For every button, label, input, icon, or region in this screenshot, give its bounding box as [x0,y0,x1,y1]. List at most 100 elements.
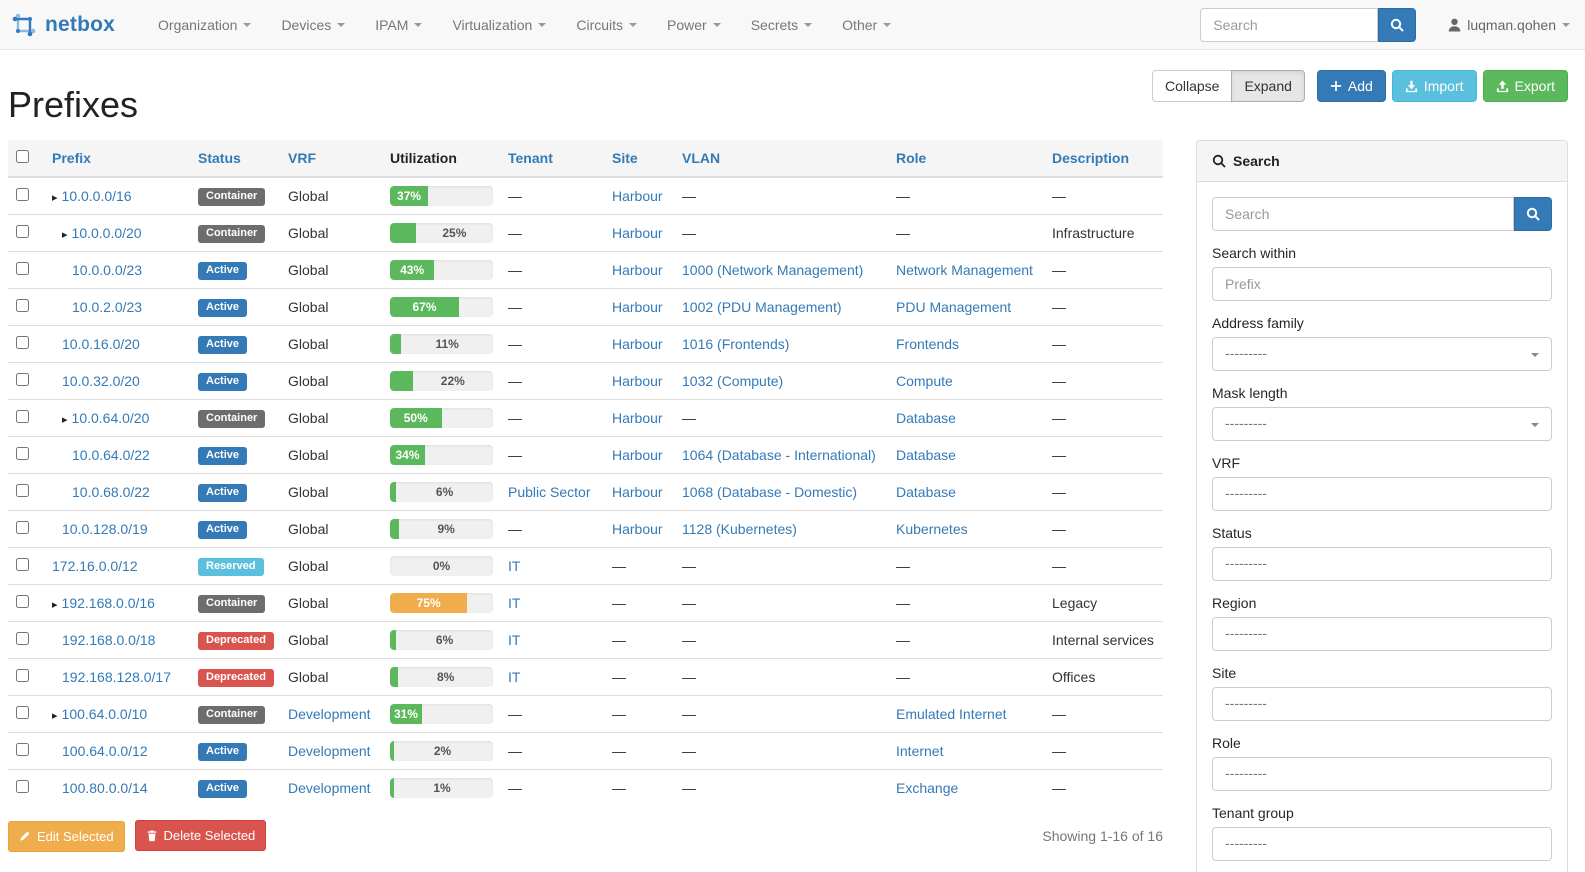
nav-menu-devices[interactable]: Devices [266,2,360,48]
field-multiselect[interactable]: --------- [1212,827,1552,861]
field-multiselect[interactable]: --------- [1212,687,1552,721]
prefix-link[interactable]: 100.64.0.0/12 [62,742,148,759]
column-header-vrf[interactable]: VRF [280,140,382,178]
row-checkbox[interactable] [16,298,29,312]
nav-menu-organization[interactable]: Organization [143,2,266,48]
nav-menu-secrets[interactable]: Secrets [736,2,827,48]
table-row: ▸ 10.0.0.0/16 Container Global 37% — Harbour — —… [8,177,1163,214]
table-row: ▸ 10.0.64.0/20 Container Global 50% — Harbour —… [8,398,1163,436]
site-cell: — [604,694,674,732]
column-header-role[interactable]: Role [888,140,1044,178]
utilization-cell: 8% [382,657,500,695]
row-checkbox[interactable] [16,742,29,756]
vrf-cell: Development [280,768,382,806]
column-header-prefix[interactable]: Prefix [44,140,190,178]
row-checkbox[interactable] [16,705,29,719]
column-header-site[interactable]: Site [604,140,674,178]
table-body: ▸ 10.0.0.0/16 Container Global 37% — Harbour — —… [8,177,1163,806]
vlan-cell: 1128 (Kubernetes) [674,509,888,547]
nav-menu-power[interactable]: Power [652,2,736,48]
column-header-description[interactable]: Description [1044,140,1163,178]
status-badge: Container [198,594,266,613]
prefix-link[interactable]: 10.0.2.0/23 [72,298,143,315]
netbox-brand[interactable]: netbox [10,11,115,39]
nav-menu-circuits[interactable]: Circuits [561,2,652,48]
field-label: Tenant group [1212,805,1294,821]
prefix-link[interactable]: 10.0.0.0/20 [71,224,142,241]
field-multiselect[interactable]: --------- [1212,547,1552,581]
delete-selected-button[interactable]: Delete Selected [134,820,267,851]
prefix-link[interactable]: 10.0.128.0/19 [62,520,148,537]
nav-menu-other[interactable]: Other [827,2,906,48]
field-select[interactable]: --------- [1212,337,1552,371]
user-menu[interactable]: luqman.qohen [1448,17,1570,33]
column-header-vlan[interactable]: VLAN [674,140,888,178]
expand-toggle-icon[interactable]: ▸ [52,191,58,204]
prefix-link[interactable]: 100.80.0.0/14 [62,779,148,796]
row-checkbox[interactable] [16,224,29,238]
prefix-link[interactable]: 10.0.16.0/20 [62,335,140,352]
edit-selected-button[interactable]: Edit Selected [8,820,125,852]
row-checkbox[interactable] [16,668,29,682]
prefix-link[interactable]: 10.0.68.0/22 [72,483,150,500]
expand-toggle-icon[interactable]: ▸ [62,413,68,426]
row-checkbox[interactable] [16,409,29,423]
status-badge: Active [198,335,248,354]
field-input[interactable] [1212,267,1552,301]
import-button[interactable]: Import [1391,70,1477,102]
prefix-cell: ▸ 192.168.0.0/16 [44,583,190,621]
export-button[interactable]: Export [1482,70,1568,102]
add-button[interactable]: Add [1316,70,1386,102]
field-select[interactable]: --------- [1212,407,1552,441]
vrf-cell: Global [280,250,382,288]
nav-menu-ipam[interactable]: IPAM [360,2,437,48]
table-row: 10.0.32.0/20 Active Global 22% — Harbour 1032 … [8,361,1163,399]
expand-button[interactable]: Expand [1231,70,1305,102]
collapse-button[interactable]: Collapse [1151,70,1233,102]
row-checkbox[interactable] [16,261,29,275]
row-checkbox[interactable] [16,520,29,534]
prefix-link[interactable]: 192.168.0.0/18 [62,631,156,648]
vlan-cell: — [682,187,696,204]
vrf-cell: Global [280,324,382,362]
nav-menu-virtualization[interactable]: Virtualization [437,2,561,48]
pencil-icon [20,831,30,841]
field-multiselect[interactable]: --------- [1212,477,1552,511]
field-multiselect[interactable]: --------- [1212,757,1552,791]
row-checkbox[interactable] [16,631,29,645]
select-all-checkbox[interactable] [16,150,29,163]
prefix-link[interactable]: 10.0.32.0/20 [62,372,140,389]
expand-toggle-icon[interactable]: ▸ [62,228,68,241]
row-checkbox[interactable] [16,779,29,793]
toolbar: Collapse Expand Add Import [1151,70,1568,102]
row-checkbox[interactable] [16,446,29,460]
column-header-status[interactable]: Status [190,140,280,178]
prefix-link[interactable]: 192.168.0.0/16 [61,594,155,611]
table-row: 10.0.68.0/22 Active Global 6% Public Sector H… [8,472,1163,510]
prefix-link[interactable]: 10.0.64.0/22 [72,446,150,463]
row-checkbox[interactable] [16,483,29,497]
column-header-tenant[interactable]: Tenant [500,140,604,178]
row-checkbox[interactable] [16,187,29,201]
navbar-search-input[interactable] [1200,7,1379,42]
prefix-link[interactable]: 100.64.0.0/10 [61,705,148,722]
table-header-row: Prefix Status VRF Utilization Tenant Site VLAN… [8,140,1163,178]
filter-search-input[interactable] [1212,197,1514,231]
row-checkbox[interactable] [16,372,29,386]
filter-search-button[interactable] [1514,197,1552,231]
expand-toggle-icon[interactable]: ▸ [52,709,58,722]
prefix-cell: 10.0.64.0/22 [44,435,190,473]
navbar-search-button[interactable] [1378,7,1417,42]
vlan-cell: — [674,398,888,436]
field-multiselect[interactable]: --------- [1212,617,1552,651]
row-checkbox[interactable] [16,557,29,571]
row-checkbox[interactable] [16,335,29,349]
prefix-link[interactable]: 172.16.0.0/12 [52,557,138,574]
prefix-link[interactable]: 10.0.0.0/23 [72,261,143,278]
expand-toggle-icon[interactable]: ▸ [52,598,58,611]
prefix-link[interactable]: 10.0.0.0/16 [61,187,132,204]
prefix-link[interactable]: 192.168.128.0/17 [62,668,171,685]
prefix-link[interactable]: 10.0.64.0/20 [71,409,150,426]
row-checkbox[interactable] [16,594,29,608]
user-icon [1448,18,1461,32]
